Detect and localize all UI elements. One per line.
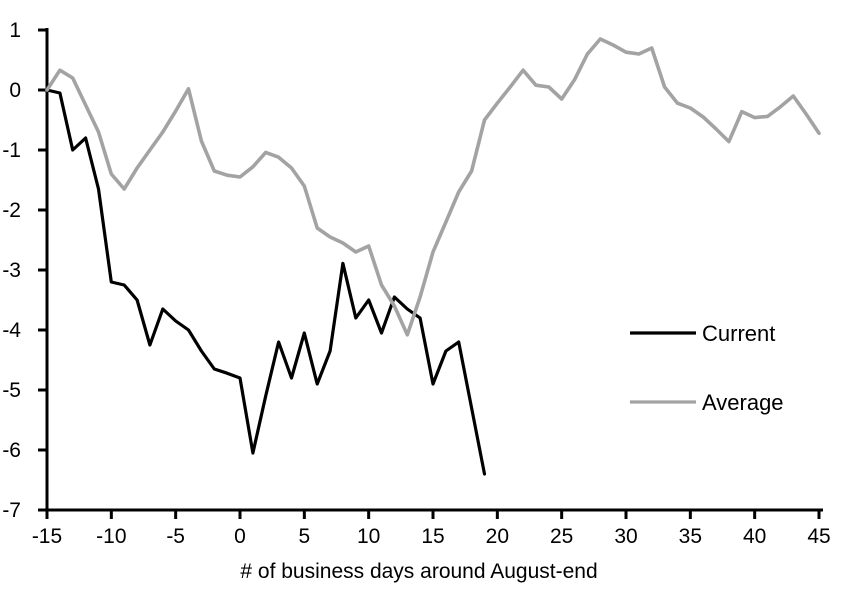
x-tick-label: 35 (679, 525, 702, 548)
x-tick-label: 30 (614, 525, 637, 548)
legend-label-average: Average (702, 390, 784, 415)
x-tick-label: -5 (166, 525, 185, 548)
x-tick-label: 15 (421, 525, 444, 548)
axes (45, 28, 824, 512)
x-axis-title: # of business days around August-end (240, 560, 597, 583)
y-tick-label: -1 (2, 139, 21, 162)
y-tick-label: -7 (2, 499, 21, 522)
current-line (45, 88, 487, 476)
x-tick-label: 25 (550, 525, 573, 548)
x-tick-label: -10 (96, 525, 126, 548)
y-tick-label: -3 (2, 259, 21, 282)
series-lines (45, 37, 821, 476)
legend-label-current: Current (702, 321, 775, 346)
y-tick-label: 1 (9, 19, 21, 42)
y-tick-label: -6 (2, 439, 21, 462)
axis-spines (45, 28, 824, 512)
x-tick-label: 20 (486, 525, 509, 548)
y-tick-label: 0 (9, 79, 21, 102)
average-line (45, 37, 821, 337)
y-tick-label: -4 (2, 319, 21, 342)
x-tick-label: 10 (357, 525, 380, 548)
x-tick-label: 0 (234, 525, 246, 548)
legend: Current Average (630, 321, 784, 415)
x-tick-label: -15 (32, 525, 62, 548)
x-tick-label: 45 (807, 525, 830, 548)
axis-ticks: -15 -10 -5 0 5 10 15 20 25 30 35 40 4510-1-2-3-4-5-6… (2, 19, 830, 548)
y-tick-label: -2 (2, 199, 21, 222)
x-tick-label: 40 (743, 525, 766, 548)
x-tick-label: 5 (298, 525, 310, 548)
y-tick-label: -5 (2, 379, 21, 402)
